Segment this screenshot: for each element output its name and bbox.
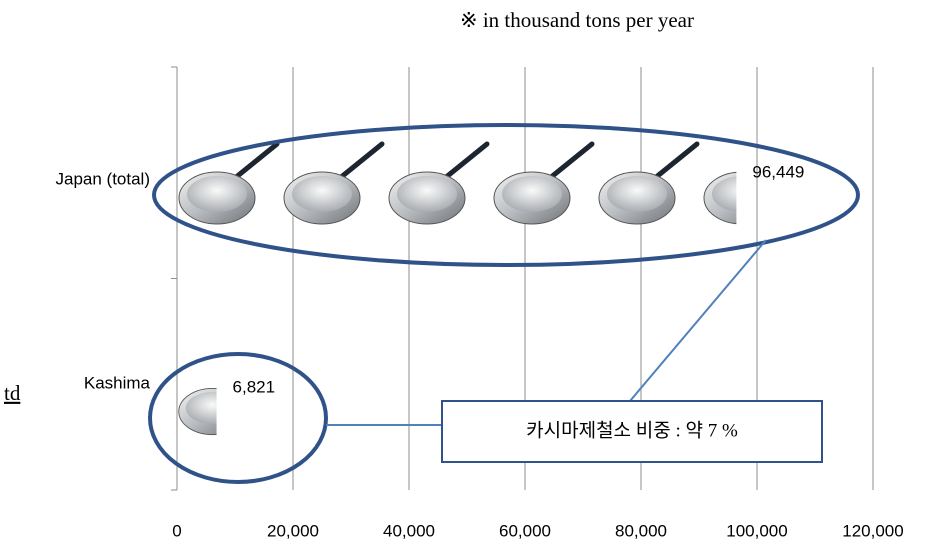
side-text: td [4,381,21,405]
category-label: Japan (total) [56,169,151,188]
highlight-ellipse [148,352,328,484]
x-tick-label: 120,000 [842,521,903,540]
value-label: 6,821 [233,377,276,396]
x-tick-label: 80,000 [615,521,667,540]
subtitle: ※ in thousand tons per year [460,8,694,32]
bar [177,140,737,230]
highlight-ellipse [152,123,860,267]
x-tick-label: 40,000 [383,521,435,540]
x-tick-label: 0 [172,521,181,540]
x-tick-label: 100,000 [726,521,787,540]
callout-text: 카시마제철소 비중 : 약 7 % [526,419,738,441]
connector [629,239,767,402]
x-tick-label: 60,000 [499,521,551,540]
plot: 0 20,000 40,000 60,000 80,000 100,000 120,000 J… [56,66,904,540]
callout-box [441,400,823,463]
value-label: 96,449 [752,162,804,181]
x-tick-label: 20,000 [267,521,319,540]
bar [177,360,217,440]
category-label: Kashima [84,373,151,392]
